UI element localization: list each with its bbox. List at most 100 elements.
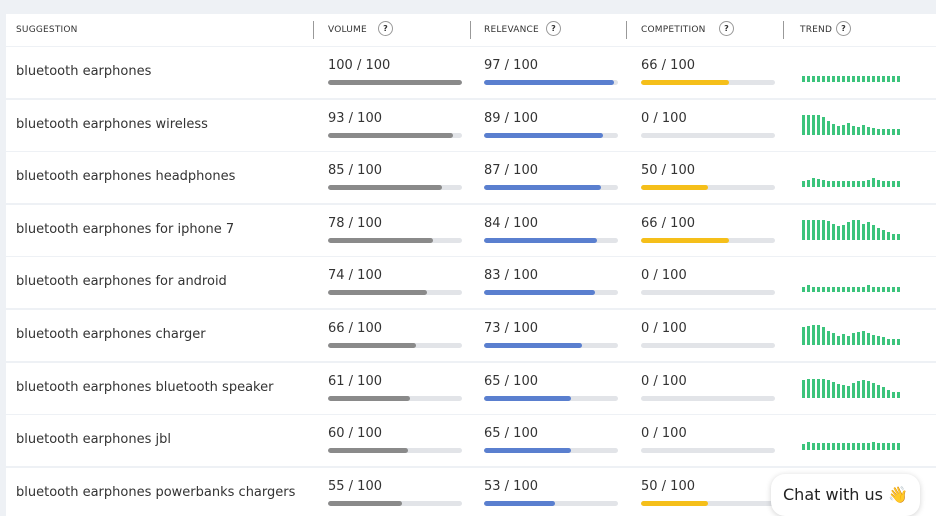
suggestion[interactable]: bluetooth earphones for iphone 7	[16, 221, 235, 237]
trend-bar	[802, 76, 805, 82]
relevance-track	[484, 290, 618, 296]
trend-bar	[822, 116, 825, 135]
trend-bar	[877, 287, 880, 293]
volume-score: 55 / 100	[328, 478, 382, 494]
relevance-track	[484, 395, 618, 401]
competition-track	[641, 500, 775, 506]
volume-score: 60 / 100	[328, 426, 382, 442]
table-header: SUGGESTION VOLUME? RELEVANCE? COMPETITION? T…	[6, 14, 936, 46]
trend-bar	[822, 76, 825, 82]
help-icon[interactable]: ?	[719, 21, 734, 36]
trend-bar	[817, 76, 820, 82]
trend-bar	[872, 442, 875, 451]
trend-bar	[832, 381, 835, 398]
trend-bar	[882, 128, 885, 135]
competition-score: 0 / 100	[641, 268, 687, 284]
column-header: RELEVANCE	[484, 25, 539, 35]
suggestion[interactable]: bluetooth earphones jbl	[16, 432, 171, 448]
trend-bar	[837, 76, 840, 82]
competition-track	[641, 185, 775, 191]
suggestion[interactable]: bluetooth earphones for android	[16, 274, 227, 290]
trend-bar	[857, 219, 860, 240]
trend-bar	[882, 76, 885, 82]
suggestion[interactable]: bluetooth earphones headphones	[16, 169, 236, 185]
trend-bar	[892, 128, 895, 135]
trend-bar	[892, 339, 895, 345]
trend-bar	[827, 379, 830, 398]
volume-track	[328, 343, 462, 348]
volume-score: 100 / 100	[328, 58, 391, 73]
trend-bar	[802, 327, 805, 345]
trend-bar	[867, 180, 870, 188]
trend-bar	[857, 380, 860, 398]
trend-bar	[847, 122, 850, 135]
trend-bar	[802, 379, 805, 398]
trend-bar	[887, 287, 890, 293]
volume-bar	[328, 237, 433, 243]
trend-bar	[882, 287, 885, 293]
trend-bar	[892, 391, 895, 398]
competition-score: 50 / 100	[641, 478, 695, 494]
trend-bar	[857, 126, 860, 135]
trend-bar	[807, 114, 810, 135]
relevance-score: 65 / 100	[484, 426, 538, 442]
trend-bar	[847, 76, 850, 82]
trend-bar	[807, 442, 810, 451]
trend-bar	[872, 76, 875, 82]
help-icon[interactable]: ?	[546, 21, 561, 36]
trend-bar	[887, 231, 890, 240]
trend-bar	[857, 181, 860, 188]
trend-bar	[852, 287, 855, 293]
trend-bar	[842, 287, 845, 293]
relevance-score: 65 / 100	[484, 373, 538, 389]
chat-button[interactable]: Chat with us 👋	[771, 474, 920, 516]
trend-bar	[832, 287, 835, 293]
trend-bar	[837, 287, 840, 293]
relevance-score: 73 / 100	[484, 321, 538, 336]
table-row: bluetooth earphones headphones 85 / 100 87…	[6, 152, 936, 204]
trend-bar	[807, 76, 810, 82]
trend-bar	[862, 181, 865, 188]
suggestion[interactable]: bluetooth earphones bluetooth speaker	[16, 379, 274, 395]
competition-score: 0 / 100	[641, 373, 687, 389]
suggestion[interactable]: bluetooth earphones powerbanks chargers	[16, 484, 296, 500]
table-row: bluetooth earphones for iphone 7 78 / 100…	[6, 204, 936, 256]
table-row: bluetooth earphones wireless 93 / 100 89 /…	[6, 99, 936, 151]
trend-bar	[842, 334, 845, 345]
trend-bar	[862, 287, 865, 293]
competition-bar	[641, 185, 708, 191]
trend-bar	[857, 332, 860, 345]
suggestion[interactable]: bluetooth earphones wireless	[16, 116, 208, 132]
trend-bar	[867, 285, 870, 293]
trend-bar	[827, 76, 830, 82]
trend-bar	[832, 333, 835, 345]
volume-track	[328, 395, 462, 401]
trend-bar	[862, 443, 865, 451]
relevance-bar	[484, 343, 582, 348]
competition-score: 50 / 100	[641, 163, 695, 179]
help-icon[interactable]: ?	[378, 21, 393, 36]
trend-bar	[832, 443, 835, 451]
suggestion[interactable]: bluetooth earphones charger	[16, 327, 206, 342]
help-icon[interactable]: ?	[836, 21, 851, 36]
trend-bar	[867, 76, 870, 82]
trend-bar	[847, 443, 850, 451]
competition-track	[641, 290, 775, 296]
trend-bar	[852, 443, 855, 451]
volume-track	[328, 132, 462, 138]
trend-bar	[827, 120, 830, 135]
competition-track	[641, 343, 775, 348]
table-row: bluetooth earphones bluetooth speaker 61 …	[6, 362, 936, 414]
trend-bar	[897, 391, 900, 398]
suggestion[interactable]: bluetooth earphones	[16, 64, 152, 79]
trend-bar	[862, 223, 865, 240]
relevance-score: 97 / 100	[484, 58, 538, 73]
volume-track	[328, 500, 462, 506]
relevance-track	[484, 132, 618, 138]
relevance-track	[484, 343, 618, 348]
trend-bar	[822, 378, 825, 398]
trend-bar	[847, 385, 850, 398]
trend-bar	[817, 219, 820, 240]
relevance-bar	[484, 448, 572, 454]
trend-bar	[817, 443, 820, 451]
